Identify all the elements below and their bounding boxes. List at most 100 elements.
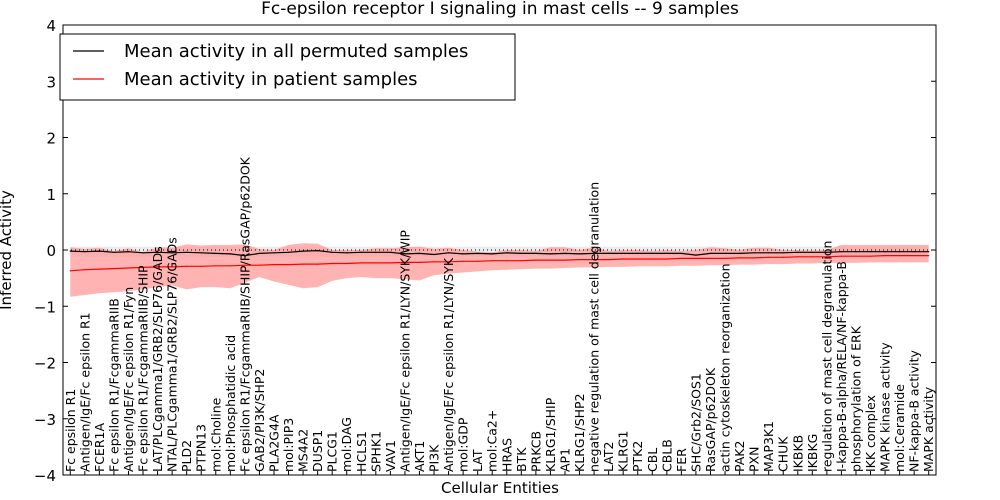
line-permuted-point (491, 253, 493, 255)
x-tick-label: LAT/PLCgamma1/GRB2/SLP76/GADs (150, 246, 165, 472)
line-permuted-point (899, 251, 901, 253)
line-patient-point (768, 256, 770, 258)
line-permuted-point (215, 252, 217, 254)
y-axis: 4 3 2 1 0 −1 −2 −3 −4 (34, 17, 936, 485)
line-permuted-point (928, 251, 930, 253)
x-tick-label: PTPN13 (194, 424, 209, 472)
line-permuted-point (346, 252, 348, 254)
line-patient-point (608, 259, 610, 261)
x-tick-label: KLRG1 (616, 431, 631, 473)
x-tick-label: FER (674, 448, 689, 472)
line-permuted-point (797, 251, 799, 253)
x-tick-label: FCER1A (92, 423, 107, 472)
line-permuted-point (389, 251, 391, 253)
line-permuted-point (258, 252, 260, 254)
line-permuted-point (855, 251, 857, 253)
line-patient-point (404, 261, 406, 263)
line-permuted-point (360, 251, 362, 253)
line-permuted-point (768, 252, 770, 254)
x-tick-label: Antigen/IgE/Fc epsilon R1 (77, 312, 92, 472)
line-patient-point (549, 259, 552, 261)
line-permuted-point (666, 252, 668, 254)
x-tick-label: Antigen/IgE/Fc epsilon R1/LYN/SYK (441, 257, 456, 472)
x-tick-label: Fc epsilon R1/FcgammaRIIB/SHIP/RasGAP/p6… (237, 156, 252, 472)
x-tick-label: Antigen/IgE/Fc epsilon R1/LYN/SYK/WIP (397, 230, 412, 472)
line-patient-point (186, 265, 188, 267)
x-tick-label: mol:GDP (456, 417, 471, 472)
line-permuted-point (477, 252, 479, 254)
line-patient-point (287, 264, 290, 266)
line-patient-point (317, 263, 319, 265)
x-axis-label: Cellular Entities (441, 479, 559, 497)
line-permuted-point (448, 252, 450, 254)
line-patient-point (331, 262, 333, 265)
y-tick-label: 4 (46, 17, 56, 35)
x-tick-label: negative regulation of mast cell degranu… (587, 182, 602, 472)
x-tick-label: SPHK1 (368, 431, 383, 472)
x-tick-label: NTAL/PLCgamma1/GRB2/SLP76/GADs (165, 237, 180, 472)
x-tick-label: mol:Phosphatidic acid (223, 335, 238, 472)
line-patient-point (593, 259, 595, 261)
legend-label-permuted: Mean activity in all permuted samples (124, 41, 468, 62)
line-permuted-point (535, 252, 537, 254)
line-permuted (70, 249, 929, 257)
line-permuted-point (127, 251, 130, 253)
line-patient-point (229, 265, 231, 267)
line-patient-point (666, 258, 668, 260)
line-patient-point (913, 255, 915, 257)
line-permuted-point (578, 253, 581, 255)
line-permuted-point (404, 253, 406, 255)
x-tick-label: PXN (747, 447, 762, 472)
x-tick-label: PLA2G4A (267, 414, 282, 472)
line-permuted-point (84, 251, 86, 253)
line-permuted-point (826, 251, 828, 253)
line-patient-point (462, 260, 464, 262)
chart-title: Fc-epsilon receptor I signaling in mast … (261, 0, 739, 19)
x-tick-label: Fc epsilon R1/FcgammaRIIB (106, 298, 121, 472)
line-permuted-point (651, 252, 653, 254)
line-permuted-point (171, 252, 173, 254)
x-tick-label: GAB2/PI3K/SHP2 (252, 369, 267, 472)
line-patient-point (564, 259, 566, 261)
x-tick-label: PI3K (427, 444, 442, 472)
lines-layer (69, 249, 930, 272)
line-permuted-point (637, 252, 639, 254)
x-tick-label: MAPK activity (921, 386, 936, 472)
line-permuted-point (520, 252, 522, 254)
y-tick-label: −3 (34, 411, 56, 429)
line-patient-point (142, 266, 144, 268)
line-permuted-point (782, 252, 784, 254)
x-tick-label: PTK2 (630, 441, 645, 472)
line-patient-point (491, 260, 493, 262)
line-patient-point (753, 257, 755, 259)
line-permuted-point (142, 252, 144, 254)
line-permuted-point (753, 252, 755, 254)
line-patient-point (360, 262, 362, 264)
line-patient-point (869, 255, 872, 257)
x-tick-label: I-kappa-B-alpha/RELA/NF-kappa-B (834, 261, 849, 472)
line-patient-point (171, 266, 173, 268)
x-tick-label: BTK (514, 447, 529, 472)
line-patient-point (273, 264, 275, 266)
y-tick-label: 3 (46, 73, 56, 91)
line-patient-point (389, 262, 391, 264)
line-permuted-point (608, 252, 610, 254)
line-patient-point (98, 268, 100, 270)
line-patient-point (622, 258, 624, 260)
line-permuted-point (200, 252, 202, 254)
x-tick-label: CBLB (659, 439, 674, 472)
line-patient-point (680, 257, 683, 259)
line-permuted-point (287, 251, 290, 253)
line-permuted-point (433, 253, 435, 256)
legend: Mean activity in all permuted samples Me… (59, 33, 516, 101)
line-permuted-point (157, 251, 159, 253)
line-patient-point (84, 269, 86, 271)
legend-box (59, 33, 516, 101)
x-tick-label: PLCG1 (325, 431, 340, 472)
x-tick-label: AP1 (558, 448, 573, 472)
line-patient-point (739, 257, 741, 259)
line-patient-point (200, 265, 202, 267)
y-tick-label: 1 (46, 186, 56, 204)
line-permuted-point (186, 251, 188, 253)
